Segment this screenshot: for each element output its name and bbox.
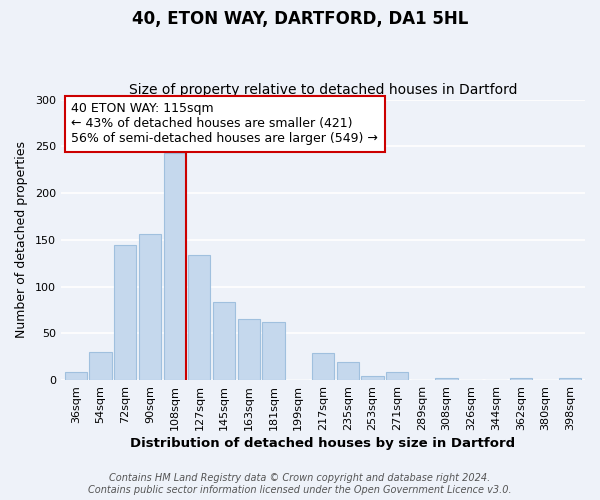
Bar	[361, 376, 383, 380]
Bar	[65, 372, 87, 380]
Bar	[114, 246, 136, 380]
Bar	[262, 322, 284, 380]
Bar	[337, 362, 359, 380]
Bar	[436, 378, 458, 380]
Y-axis label: Number of detached properties: Number of detached properties	[15, 142, 28, 338]
Bar	[559, 378, 581, 380]
Title: Size of property relative to detached houses in Dartford: Size of property relative to detached ho…	[129, 83, 517, 97]
Bar	[164, 153, 186, 380]
Bar	[386, 372, 408, 380]
Bar	[213, 302, 235, 380]
Bar	[509, 378, 532, 380]
Bar	[139, 234, 161, 380]
Bar	[188, 255, 211, 380]
Text: 40 ETON WAY: 115sqm
← 43% of detached houses are smaller (421)
56% of semi-detac: 40 ETON WAY: 115sqm ← 43% of detached ho…	[71, 102, 378, 146]
Text: Contains HM Land Registry data © Crown copyright and database right 2024.
Contai: Contains HM Land Registry data © Crown c…	[88, 474, 512, 495]
Bar	[238, 320, 260, 380]
Bar	[89, 352, 112, 380]
Bar	[312, 353, 334, 380]
X-axis label: Distribution of detached houses by size in Dartford: Distribution of detached houses by size …	[130, 437, 515, 450]
Text: 40, ETON WAY, DARTFORD, DA1 5HL: 40, ETON WAY, DARTFORD, DA1 5HL	[132, 10, 468, 28]
